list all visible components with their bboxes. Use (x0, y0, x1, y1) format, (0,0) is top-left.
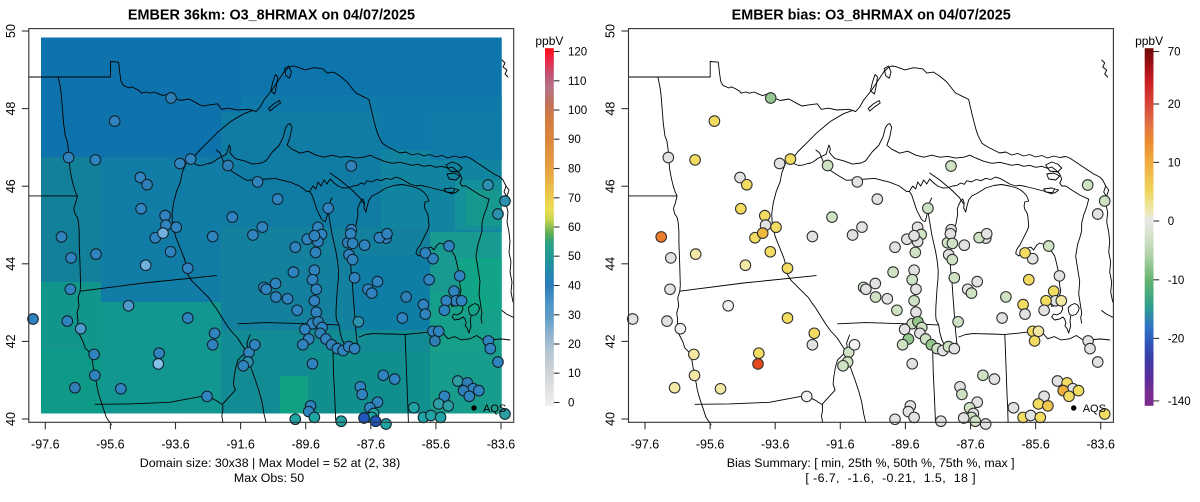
svg-text:50: 50 (568, 251, 581, 263)
svg-text:-10: -10 (1168, 275, 1185, 287)
svg-text:40: 40 (604, 412, 618, 426)
svg-text:70: 70 (568, 193, 581, 205)
svg-text:44: 44 (4, 257, 18, 271)
svg-text:46: 46 (604, 179, 618, 193)
svg-text:120: 120 (568, 47, 587, 59)
svg-text:90: 90 (568, 134, 581, 146)
svg-text:EMBER 36km: O3_8HRMAX on 04/07: EMBER 36km: O3_8HRMAX on 04/07/2025 (128, 8, 415, 24)
svg-text:60: 60 (568, 222, 581, 234)
svg-text:-85.6: -85.6 (1021, 438, 1050, 452)
svg-text:EMBER bias: O3_8HRMAX on 04/07: EMBER bias: O3_8HRMAX on 04/07/2025 (732, 8, 1011, 24)
svg-text:20: 20 (568, 339, 581, 351)
svg-text:0: 0 (1168, 216, 1174, 228)
svg-text:-93.6: -93.6 (761, 438, 790, 452)
svg-text:Domain size: 30x38 | Max Model: Domain size: 30x38 | Max Model = 52 at (… (140, 456, 400, 470)
svg-text:ppbV: ppbV (1135, 34, 1163, 48)
svg-text:48: 48 (4, 102, 18, 116)
svg-text:50: 50 (4, 24, 18, 38)
svg-text:-97.6: -97.6 (631, 438, 660, 452)
svg-text:AQS: AQS (1083, 403, 1106, 415)
svg-text:-83.6: -83.6 (1086, 438, 1115, 452)
svg-text:80: 80 (568, 164, 581, 176)
svg-text:-95.6: -95.6 (696, 438, 725, 452)
svg-text:100: 100 (568, 105, 587, 117)
svg-text:-91.6: -91.6 (826, 438, 855, 452)
svg-text:42: 42 (4, 334, 18, 348)
svg-text:42: 42 (604, 334, 618, 348)
svg-text:0: 0 (568, 398, 574, 410)
svg-text:[ -6.7, -1.6, -0.21, 1.5,: [ -6.7, -1.6, -0.21, 1.5, 18 ] (805, 471, 976, 485)
svg-text:-91.6: -91.6 (226, 438, 255, 452)
svg-text:-95.6: -95.6 (96, 438, 125, 452)
svg-text:10: 10 (568, 368, 581, 380)
svg-text:30: 30 (568, 310, 581, 322)
svg-text:Bias Summary: [ min, 25th %, 5: Bias Summary: [ min, 25th %, 50th %, 75t… (727, 456, 1015, 470)
svg-text:110: 110 (568, 76, 586, 88)
svg-text:70: 70 (1168, 47, 1181, 59)
svg-text:50: 50 (604, 24, 618, 38)
svg-text:-93.6: -93.6 (161, 438, 190, 452)
svg-text:-85.6: -85.6 (422, 438, 451, 452)
svg-text:48: 48 (604, 102, 618, 116)
svg-text:-89.6: -89.6 (891, 438, 920, 452)
svg-text:AQS: AQS (483, 403, 506, 415)
svg-text:44: 44 (604, 257, 618, 271)
svg-text:-20: -20 (1168, 333, 1185, 345)
svg-text:40: 40 (568, 281, 581, 293)
svg-text:-83.6: -83.6 (487, 438, 516, 452)
svg-text:ppbV: ppbV (535, 34, 563, 48)
svg-text:46: 46 (4, 179, 18, 193)
svg-text:Max Obs: 50: Max Obs: 50 (234, 471, 304, 485)
svg-text:-97.6: -97.6 (31, 438, 60, 452)
svg-text:-89.6: -89.6 (291, 438, 320, 452)
svg-text:-140: -140 (1168, 396, 1191, 408)
svg-text:-87.6: -87.6 (357, 438, 386, 452)
svg-text:10: 10 (1168, 157, 1181, 169)
svg-text:40: 40 (4, 412, 18, 426)
svg-text:-87.6: -87.6 (956, 438, 985, 452)
svg-text:20: 20 (1168, 99, 1181, 111)
